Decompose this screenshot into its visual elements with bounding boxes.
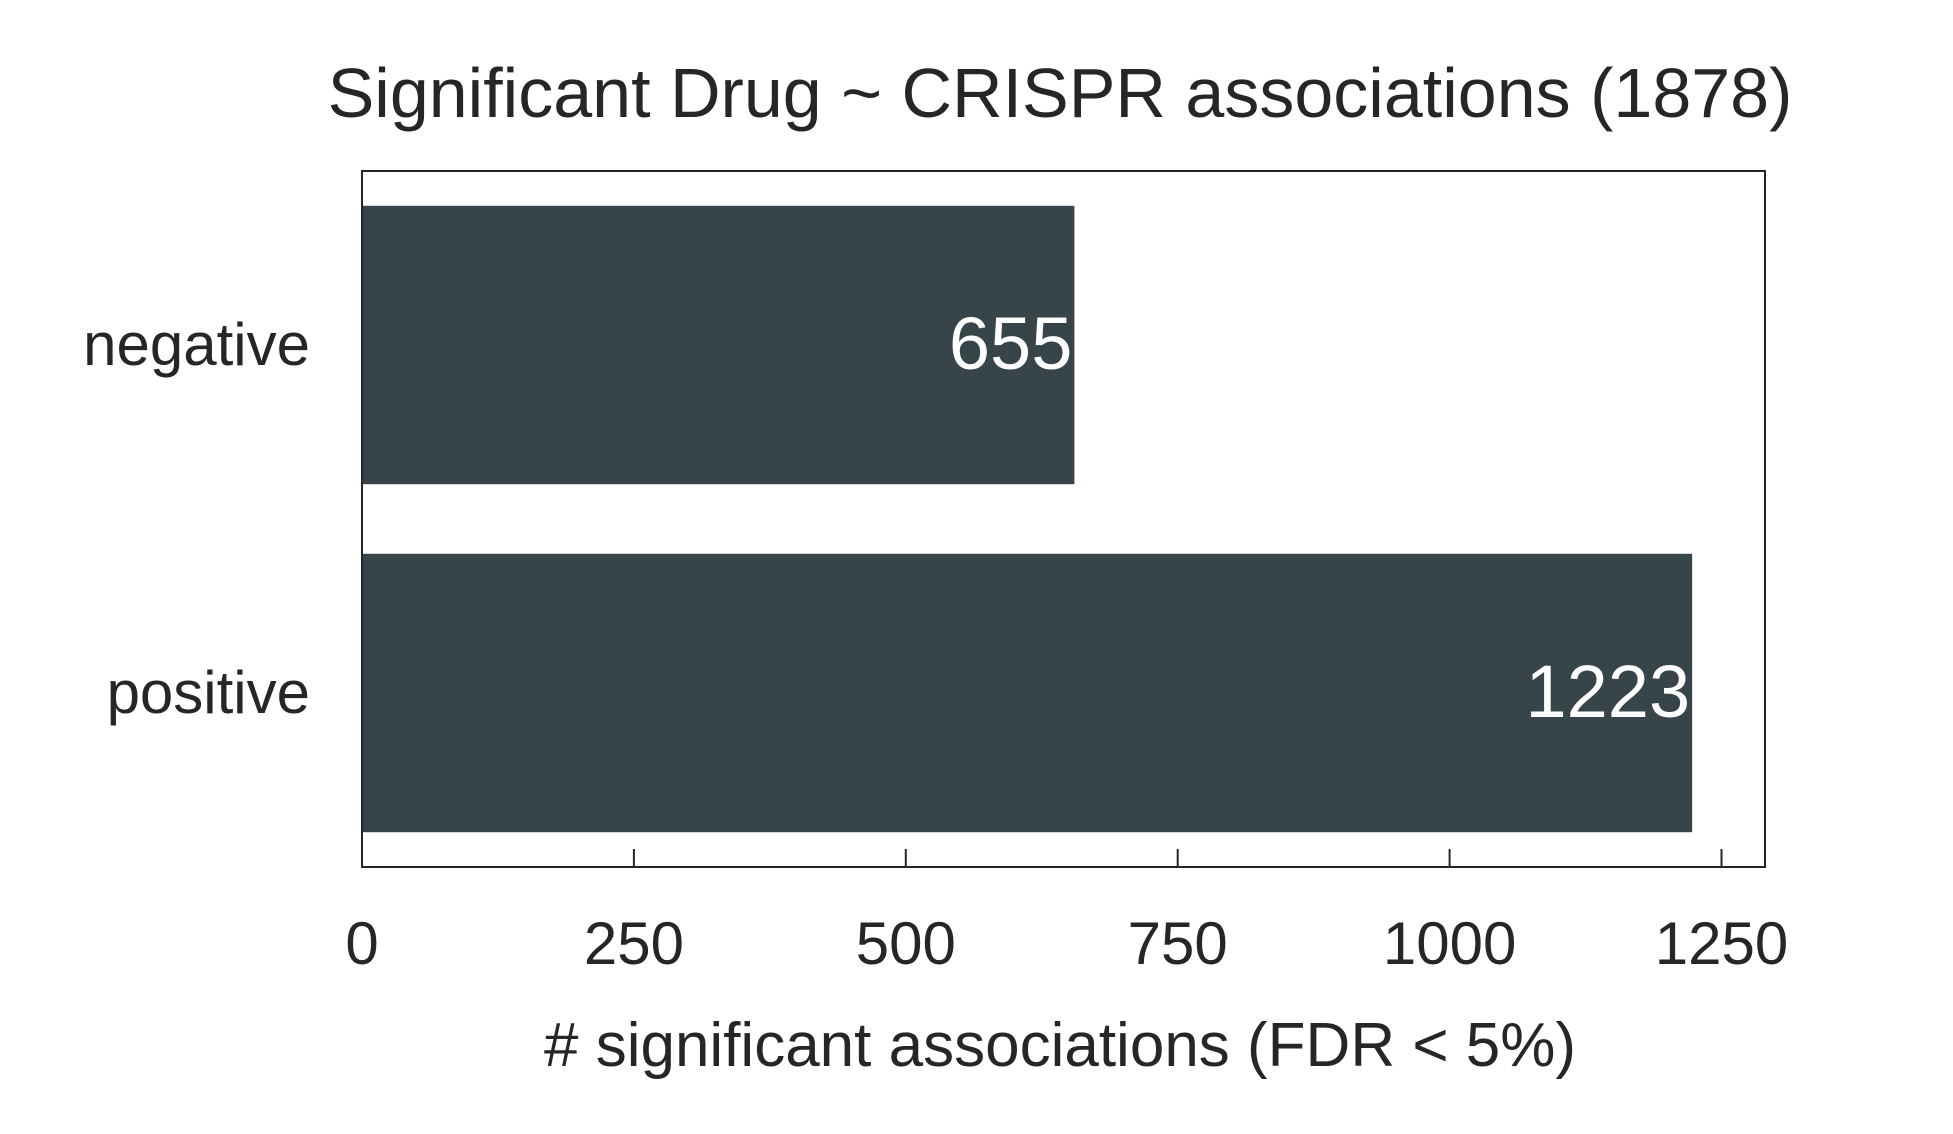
x-tick-label: 0	[345, 910, 378, 977]
bar-negative	[362, 205, 1075, 485]
x-axis-label: # significant associations (FDR < 5%)	[544, 1011, 1576, 1080]
x-tick-label: 500	[856, 910, 956, 977]
x-tick-label: 1250	[1655, 910, 1788, 977]
value-label-positive: 1223	[1526, 650, 1691, 733]
value-label-negative: 655	[949, 302, 1072, 385]
plot-frame	[361, 170, 1766, 868]
bar-positive	[362, 553, 1693, 833]
x-tick-label: 1000	[1383, 910, 1516, 977]
x-ticks: 0 250 500 750 1000 1250	[345, 849, 1788, 977]
x-tick-label: 250	[584, 910, 684, 977]
y-tick-label-positive: positive	[107, 659, 310, 726]
chart-title: Significant Drug ~ CRISPR associations (…	[328, 54, 1793, 132]
bars-layer: 655 1223	[362, 205, 1693, 833]
x-tick-label: 750	[1128, 910, 1228, 977]
y-tick-label-negative: negative	[83, 311, 310, 378]
y-tick-labels: negative positive	[83, 311, 310, 726]
